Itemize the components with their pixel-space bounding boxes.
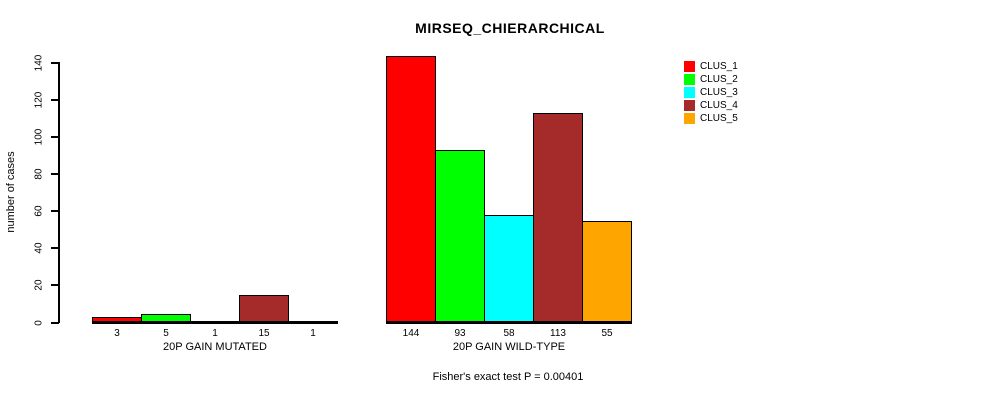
y-tick-label: 140 <box>33 54 45 71</box>
bar-value-label: 144 <box>402 328 420 339</box>
x-axis-baseline <box>92 321 338 324</box>
y-tick <box>51 61 59 64</box>
bar-value-label: 15 <box>258 328 270 339</box>
legend-swatch <box>684 87 695 98</box>
y-tick-label: 40 <box>33 242 45 254</box>
y-tick <box>51 98 59 101</box>
bar-clus_3 <box>484 215 534 323</box>
y-tick-label: 60 <box>33 205 45 217</box>
bar-value-label: 1 <box>212 328 218 339</box>
y-tick-label: 20 <box>33 279 45 291</box>
bar-value-label: 58 <box>503 328 515 339</box>
y-tick-label: 100 <box>33 128 45 146</box>
legend-item: CLUS_1 <box>684 60 738 73</box>
legend-swatch <box>684 74 695 85</box>
bar-clus_4 <box>239 295 289 323</box>
y-tick <box>51 284 59 287</box>
y-tick <box>51 210 59 213</box>
legend-label: CLUS_4 <box>700 100 738 111</box>
group-label: 20P GAIN WILD-TYPE <box>452 341 566 353</box>
bar-value-label: 55 <box>601 328 613 339</box>
bar-value-label: 3 <box>114 328 120 339</box>
y-tick <box>51 135 59 138</box>
bar-clus_2 <box>435 150 485 323</box>
y-tick-label: 80 <box>33 168 45 180</box>
legend-item: CLUS_4 <box>684 99 738 112</box>
bar-group: 3 5 1 15 1 20P GAIN MUTATED <box>92 0 338 400</box>
legend-label: CLUS_1 <box>700 61 738 72</box>
y-tick-label: 120 <box>33 91 45 108</box>
legend-label: CLUS_3 <box>700 87 738 98</box>
bar-value-label: 1 <box>310 328 316 339</box>
y-axis-line <box>58 62 60 323</box>
y-tick <box>51 172 59 175</box>
bar-value-label: 113 <box>550 328 566 339</box>
legend-label: CLUS_5 <box>700 113 738 124</box>
legend-item: CLUS_2 <box>684 73 738 86</box>
bar-group: 144 93 58 113 55 20P GAIN WILD-TYPE <box>386 0 632 400</box>
bar-clus_4 <box>533 113 583 323</box>
bar-value-label: 93 <box>454 328 466 339</box>
bar-clus_5 <box>582 221 632 323</box>
bar-clus_1 <box>386 56 436 323</box>
legend-swatch <box>684 61 695 72</box>
group-label: 20P GAIN MUTATED <box>163 341 267 353</box>
legend-label: CLUS_2 <box>700 74 738 85</box>
y-tick-label: 0 <box>33 319 45 326</box>
legend: CLUS_1 CLUS_2 CLUS_3 CLUS_4 CLUS_5 <box>684 60 738 125</box>
annotation-text: Fisher's exact test P = 0.00401 <box>432 371 584 383</box>
legend-swatch <box>684 100 695 111</box>
y-tick <box>51 321 59 324</box>
x-axis-baseline <box>386 321 632 324</box>
y-tick <box>51 247 59 250</box>
legend-item: CLUS_5 <box>684 112 738 125</box>
chart-title: MIRSEQ_CHIERARCHICAL <box>415 20 605 36</box>
y-axis-label: number of cases <box>5 151 17 233</box>
legend-item: CLUS_3 <box>684 86 738 99</box>
bar-value-label: 5 <box>163 328 169 339</box>
legend-swatch <box>684 113 695 124</box>
